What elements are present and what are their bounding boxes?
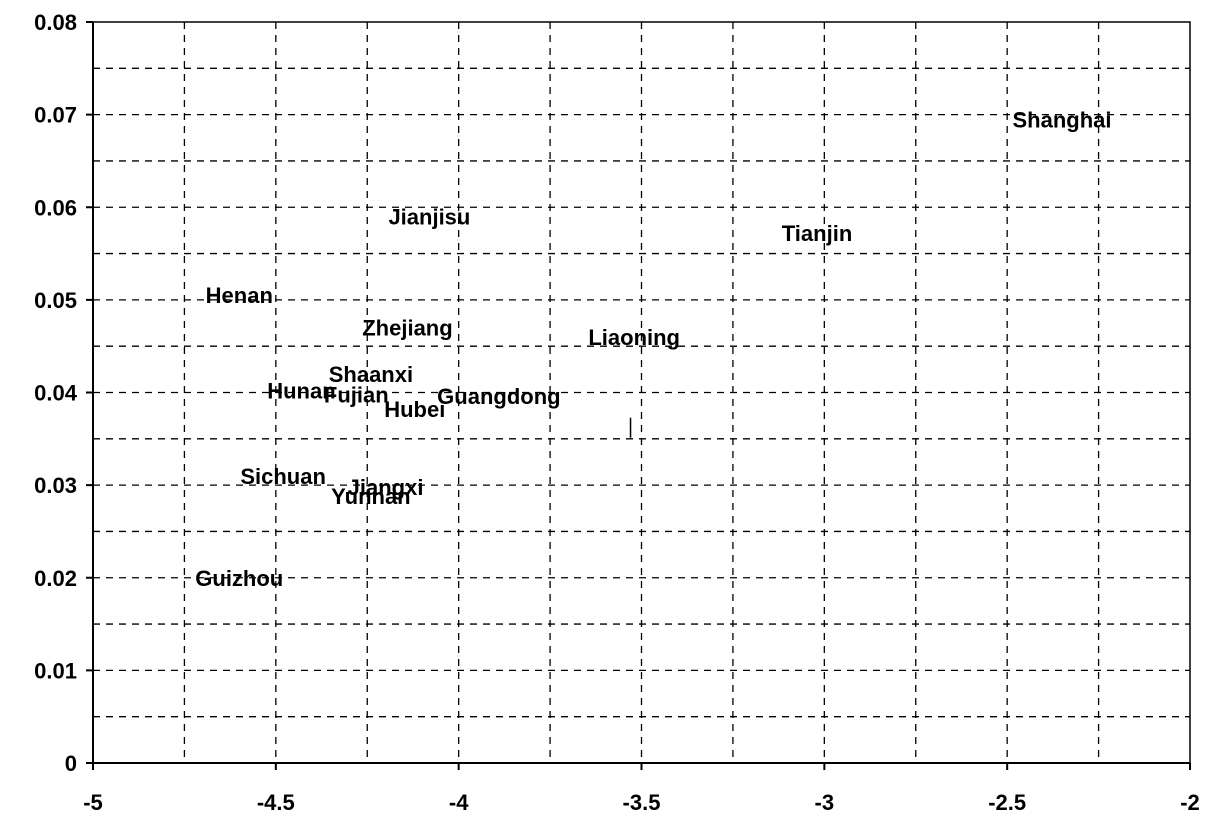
y-tick-label: 0.04 xyxy=(34,381,78,406)
x-tick-label: -2.5 xyxy=(988,790,1026,815)
point-label-tianjin: Tianjin xyxy=(782,221,853,246)
y-tick-label: 0 xyxy=(65,751,77,776)
y-tick-label: 0.02 xyxy=(34,566,77,591)
y-tick-label: 0.08 xyxy=(34,10,77,35)
point-labels: Shanghai Jianjisu Tianjin Henan Zhejiang Liao… xyxy=(195,107,1111,590)
y-tick-labels: 0 0.01 0.02 0.03 0.04 0.05 0.06 0.07 0.08 xyxy=(34,10,93,776)
point-label-shaanxi: Shaanxi xyxy=(329,362,413,387)
point-label-sichuan: Sichuan xyxy=(240,464,326,489)
point-label-shanghai: Shanghai xyxy=(1013,107,1112,132)
point-label-fujian: Fujian xyxy=(324,382,389,407)
x-tick-label: -3.5 xyxy=(623,790,661,815)
y-tick-label: 0.07 xyxy=(34,103,77,128)
x-tick-label: -4 xyxy=(449,790,469,815)
point-label-liaoning: Liaoning xyxy=(588,325,680,350)
x-tick-label: -4.5 xyxy=(257,790,295,815)
point-label-guizhou: Guizhou xyxy=(195,566,283,591)
y-tick-label: 0.05 xyxy=(34,288,77,313)
x-tick-label: -2 xyxy=(1180,790,1200,815)
x-tick-label: -3 xyxy=(815,790,835,815)
point-label-jiangxi: Jiangxi xyxy=(348,475,424,500)
point-label-jianjisu: Jianjisu xyxy=(388,205,470,230)
point-label-henan: Henan xyxy=(206,283,273,308)
x-tick-labels: -5 -4.5 -4 -3.5 -3 -2.5 -2 xyxy=(83,763,1200,815)
point-label-zhejiang: Zhejiang xyxy=(362,316,452,341)
point-label-hubei: Hubei xyxy=(384,397,445,422)
x-tick-label: -5 xyxy=(83,790,103,815)
point-label-yunnan: Yunnan xyxy=(331,484,410,509)
y-tick-label: 0.06 xyxy=(34,195,77,220)
gridlines xyxy=(93,22,1190,763)
y-tick-label: 0.03 xyxy=(34,473,77,498)
point-label-hunan: Hunan xyxy=(267,379,335,404)
y-tick-label: 0.01 xyxy=(34,658,77,683)
point-label-guangdong: Guangdong xyxy=(437,384,560,409)
